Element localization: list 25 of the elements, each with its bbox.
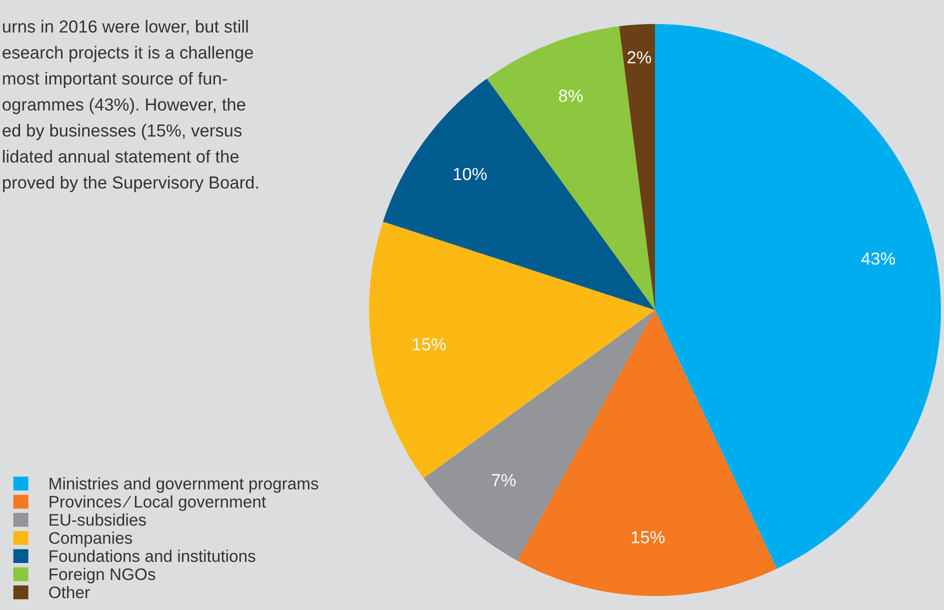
- data-label: 43%: [861, 252, 896, 265]
- text: ogrammes (43%). However, the: [2, 98, 246, 114]
- data-label: 2%: [628, 51, 652, 64]
- data-label: 15%: [632, 531, 665, 544]
- data-label: 10%: [454, 168, 487, 180]
- text: most important source of fun-: [3, 72, 227, 88]
- text: ed by businesses (15%, versus: [2, 124, 242, 140]
- text: lidated annual statement of the: [3, 150, 239, 163]
- pie-slice: [619, 24, 655, 310]
- legend-label: Ministries and government programs: [50, 477, 318, 493]
- data-label: 15%: [412, 338, 446, 350]
- pie-slice: [486, 26, 655, 310]
- data-label: 7%: [492, 474, 516, 486]
- data-label: 8%: [558, 90, 583, 102]
- legend-label: Companies: [49, 532, 132, 548]
- legend-label: Other: [49, 586, 90, 598]
- text: esearch projects it is a challenge: [2, 46, 253, 62]
- pie-slice: [517, 310, 777, 596]
- legend-label: Foreign NGOs: [50, 568, 156, 584]
- legend-label: Foundations and institutions: [50, 550, 256, 562]
- legend-label: EU-subsidies: [50, 514, 146, 526]
- pie-slice: [383, 78, 655, 310]
- legend-label: Provinces ⁄ Local government: [50, 495, 266, 511]
- text: urns in 2016 were lower, but still: [3, 20, 248, 35]
- text: proved by the Supervisory Board.: [3, 176, 258, 192]
